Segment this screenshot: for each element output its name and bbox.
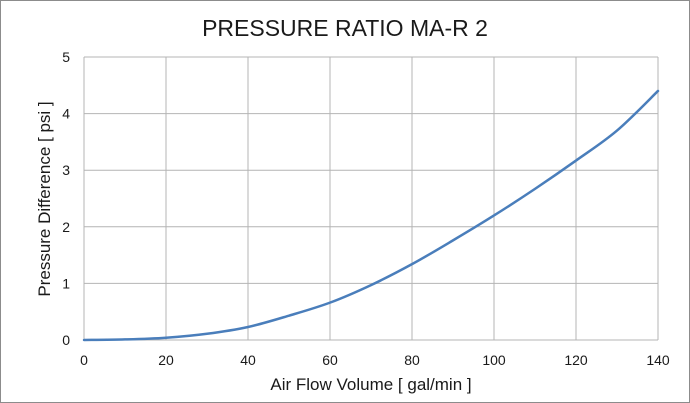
x-tick-label: 40	[240, 352, 256, 368]
x-tick-label: 0	[80, 352, 88, 368]
tick-labels: 0 20 40 60 80 100 120 140 0 1 2 3 4 5	[62, 49, 670, 368]
y-axis-label: Pressure Difference [ psi ]	[35, 101, 54, 296]
y-tick-label: 2	[62, 219, 70, 235]
y-tick-label: 0	[62, 332, 70, 348]
x-tick-label: 60	[322, 352, 338, 368]
chart-title: PRESSURE RATIO MA-R 2	[202, 15, 488, 41]
x-axis-label: Air Flow Volume [ gal/min ]	[270, 375, 471, 394]
y-tick-label: 3	[62, 162, 70, 178]
y-tick-label: 4	[62, 106, 70, 122]
series-line	[82, 89, 660, 342]
y-tick-label: 5	[62, 49, 70, 65]
x-tick-label: 80	[404, 352, 420, 368]
x-tick-label: 20	[158, 352, 174, 368]
x-tick-label: 120	[564, 352, 588, 368]
series-layer	[82, 89, 660, 342]
y-tick-label: 1	[62, 275, 70, 291]
x-tick-label: 100	[482, 352, 506, 368]
grid	[83, 56, 659, 341]
x-tick-label: 140	[646, 352, 670, 368]
